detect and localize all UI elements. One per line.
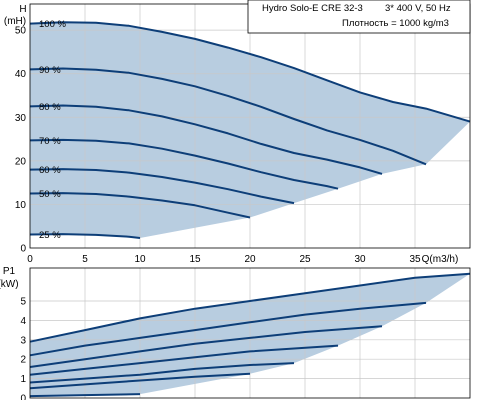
head-x-tick-30: 30	[354, 254, 366, 265]
power-curve-70	[29, 344, 339, 376]
head-curve-25	[29, 233, 141, 239]
head-x-tick-15: 15	[189, 254, 201, 265]
head-curve-100	[29, 21, 471, 123]
head-curve-label-50: 50 %	[39, 189, 61, 200]
power-y-tick-1: 1	[20, 374, 26, 385]
head-axis-label-line2: (mH)	[4, 16, 26, 27]
head-x-tick-35: 35	[409, 254, 421, 265]
power-y-ticks: 0 1 2 3 4 5	[20, 296, 26, 400]
power-curve-25	[29, 393, 141, 398]
head-axis-label-line1: H	[19, 4, 26, 15]
power-y-tick-4: 4	[20, 316, 26, 327]
power-axis-label-line2: (kW)	[0, 279, 19, 290]
power-y-tick-0: 0	[20, 394, 26, 400]
head-y-tick-30: 30	[15, 113, 27, 124]
product-name: Hydro Solo-E CRE 32-3	[262, 3, 363, 14]
power-grid	[30, 268, 470, 398]
head-curve-80	[29, 104, 383, 175]
power-curve-80	[29, 325, 383, 368]
power-curve-90	[29, 301, 427, 357]
head-curve-label-60: 60 %	[39, 165, 61, 176]
power-curve-50	[29, 372, 251, 390]
head-y-tick-10: 10	[15, 200, 27, 211]
head-y-tick-20: 20	[15, 156, 27, 167]
head-curve-label-25: 25 %	[39, 230, 61, 241]
power-curve-100	[29, 272, 471, 343]
head-y-tick-50: 50	[15, 26, 27, 37]
power-y-tick-2: 2	[20, 355, 26, 366]
power-curve-60	[29, 362, 295, 384]
head-x-tick-0: 0	[27, 254, 33, 265]
power-axis-label-line1: P1	[3, 266, 16, 277]
power-y-tick-3: 3	[20, 335, 26, 346]
head-curve-70	[29, 138, 339, 190]
flow-x-ticks: 0 5 10 15 20 25 30 35	[27, 254, 421, 265]
head-curve-50	[29, 192, 251, 219]
head-curve-labels: 100 % 90 % 80 % 70 % 60 % 50 % 25 %	[39, 19, 66, 241]
power-curves	[29, 272, 471, 398]
head-curve-90	[29, 67, 427, 166]
power-y-tick-5: 5	[20, 296, 26, 307]
info-box: Hydro Solo-E CRE 32-3 3* 400 V, 50 Hz Пл…	[247, 0, 471, 34]
head-y-tick-40: 40	[15, 69, 27, 80]
head-curve-60	[29, 168, 295, 205]
head-curve-label-70: 70 %	[39, 136, 61, 147]
info-box-frame	[247, 0, 471, 34]
head-curve-label-80: 80 %	[39, 102, 61, 113]
density-note: Плотность = 1000 kg/m3	[342, 18, 449, 29]
head-x-tick-20: 20	[244, 254, 256, 265]
head-x-tick-10: 10	[134, 254, 146, 265]
head-curves	[29, 21, 471, 239]
power-chart-frame	[29, 267, 471, 399]
head-y-tick-0: 0	[20, 244, 26, 255]
head-curve-label-100: 100 %	[39, 19, 66, 30]
head-y-ticks: 0 10 20 30 40 50	[15, 26, 27, 255]
supply-spec: 3* 400 V, 50 Hz	[385, 3, 451, 14]
head-x-tick-25: 25	[299, 254, 311, 265]
head-x-tick-5: 5	[82, 254, 88, 265]
head-curve-label-90: 90 %	[39, 65, 61, 76]
flow-axis-label: Q(m3/h)	[422, 254, 459, 265]
